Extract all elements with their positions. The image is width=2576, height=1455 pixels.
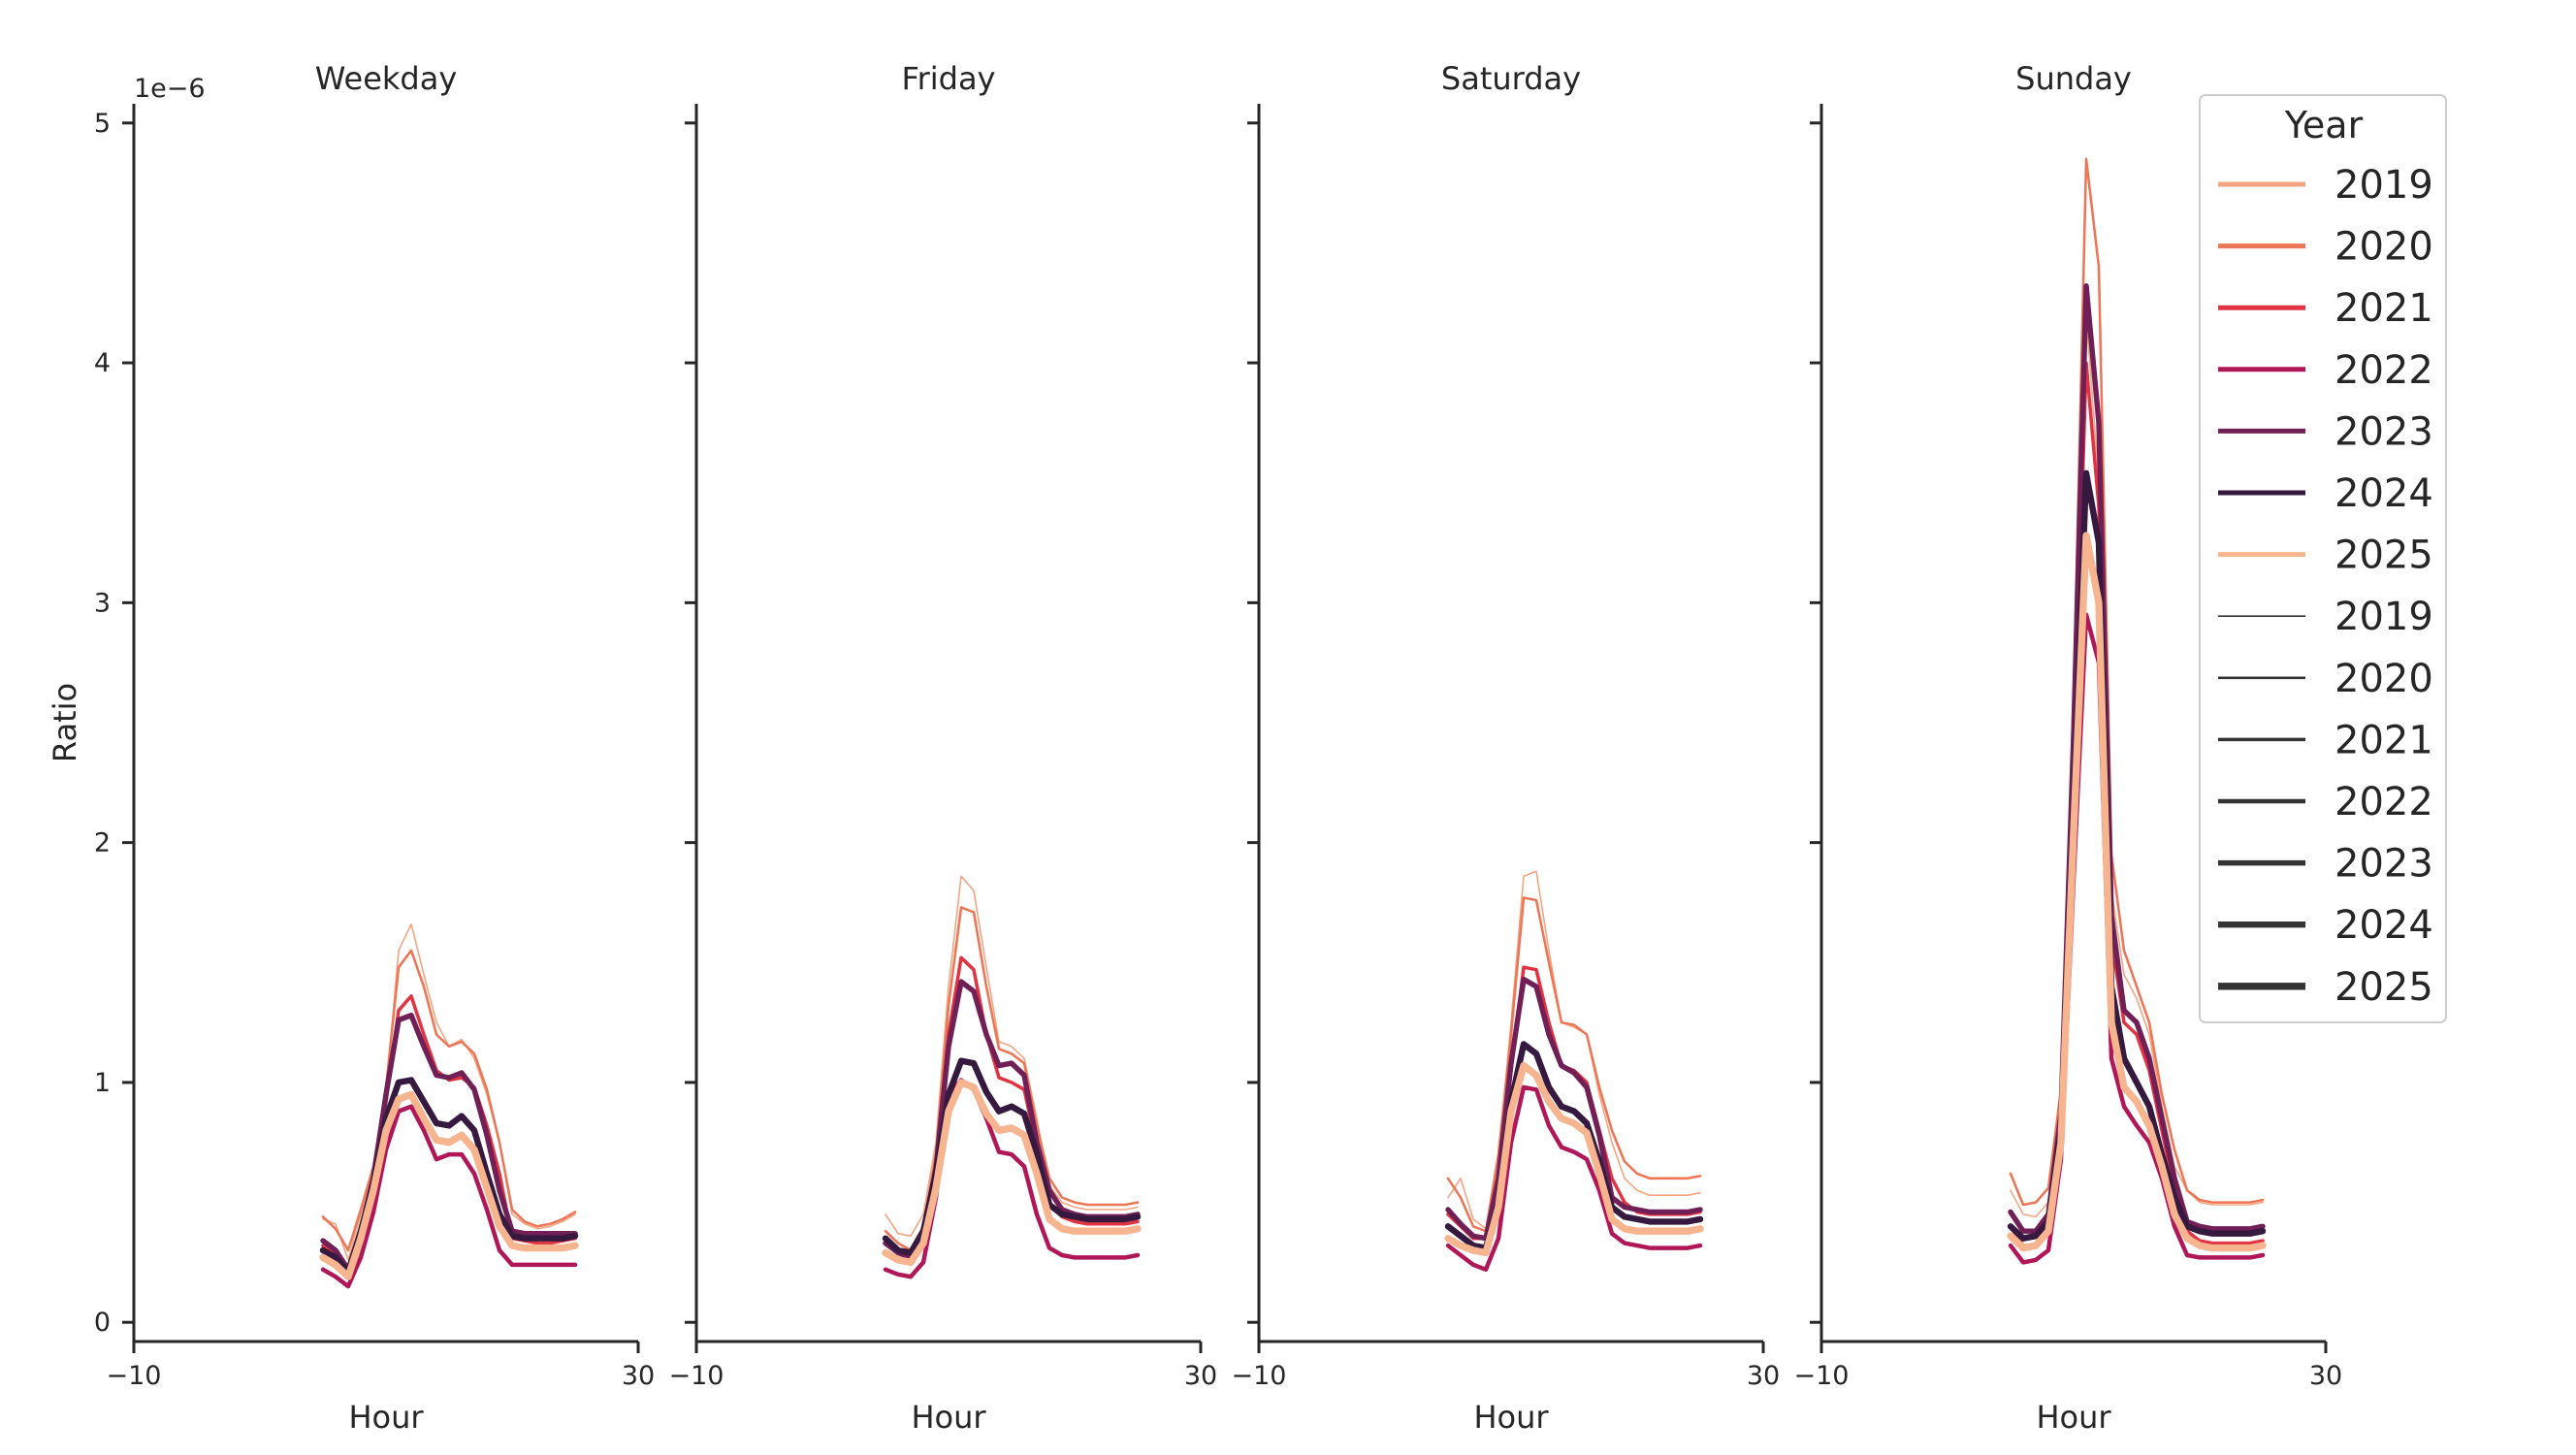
legend-label: 2024	[2334, 471, 2433, 516]
panel-sunday: Sunday −10 30 Hour	[1794, 60, 2343, 1436]
series-line-2020	[884, 906, 1140, 1252]
series-line-2025	[882, 1079, 1142, 1267]
x-tick-label: 30	[622, 1361, 655, 1391]
x-axis-label: Hour	[911, 1399, 986, 1436]
legend-label: 2022	[2334, 348, 2433, 393]
x-tick-label: −10	[669, 1361, 724, 1391]
series-line-2020	[1446, 896, 1702, 1233]
x-axis-label: Hour	[348, 1399, 424, 1436]
x-axis-label: Hour	[1473, 1399, 1549, 1436]
series-line-2020	[321, 949, 577, 1252]
x-tick-label: 30	[1184, 1361, 1217, 1391]
series-line-2019	[1447, 870, 1701, 1230]
legend-label: 2021	[2334, 718, 2433, 762]
series-line-2025	[1444, 1061, 1704, 1257]
series-line-2023	[1445, 976, 1703, 1242]
legend-label: 2023	[2334, 409, 2433, 454]
panel-friday: Friday −10 30 Hour	[669, 60, 1218, 1436]
legend-label: 2025	[2334, 965, 2433, 1010]
legend-frame	[2199, 94, 2447, 1023]
legend-label: 2019	[2334, 163, 2433, 208]
y-tick-label: 3	[94, 588, 111, 618]
series-line-2021	[1446, 965, 1702, 1241]
legend-label: 2023	[2334, 842, 2433, 887]
y-tick-label: 1	[94, 1068, 111, 1098]
series-line-2020	[2009, 157, 2265, 1207]
legend-label: 2024	[2334, 903, 2433, 948]
legend-label: 2025	[2334, 534, 2433, 578]
y-axis-label: Ratio	[47, 683, 83, 762]
series-line-2019	[885, 875, 1139, 1237]
panel-title: Saturday	[1441, 60, 1581, 97]
series-line-2025	[319, 1090, 579, 1280]
legend-label: 2020	[2334, 225, 2433, 270]
legend: Year 2019 2020 2021 2022 2023 2024 2025 2019 202…	[2199, 94, 2447, 1023]
legend-label: 2019	[2334, 595, 2433, 639]
y-tick-label: 2	[94, 828, 111, 858]
legend-label: 2020	[2334, 657, 2433, 701]
legend-entries: 2019 2020 2021 2022 2023 2024 2025 2019 2020 2021…	[2218, 163, 2433, 1010]
panel-weekday: Weekday 0 1 2 3 4 5 −10 30 Hour	[94, 60, 655, 1436]
y-tick-label: 4	[94, 348, 111, 378]
x-tick-label: −10	[107, 1361, 162, 1391]
x-axis-label: Hour	[2036, 1399, 2111, 1436]
y-offset-label: 1e−6	[134, 74, 206, 104]
legend-label: 2022	[2334, 780, 2433, 824]
panel-saturday: Saturday −10 30 Hour	[1232, 60, 1781, 1436]
panel-title: Friday	[902, 60, 996, 97]
series-line-2022	[1445, 1084, 1703, 1273]
x-tick-label: 30	[1747, 1361, 1780, 1391]
panel-title: Weekday	[315, 60, 458, 97]
x-tick-label: 30	[2309, 1361, 2342, 1391]
y-tick-label: 5	[94, 109, 111, 139]
legend-label: 2021	[2334, 286, 2433, 331]
series-line-2022	[320, 1104, 578, 1289]
y-tick-label: 0	[94, 1308, 111, 1338]
x-tick-label: −10	[1794, 1361, 1850, 1391]
series-line-2025	[2007, 532, 2267, 1252]
panel-title: Sunday	[2015, 60, 2132, 97]
x-tick-label: −10	[1232, 1361, 1287, 1391]
legend-title: Year	[2284, 104, 2364, 146]
